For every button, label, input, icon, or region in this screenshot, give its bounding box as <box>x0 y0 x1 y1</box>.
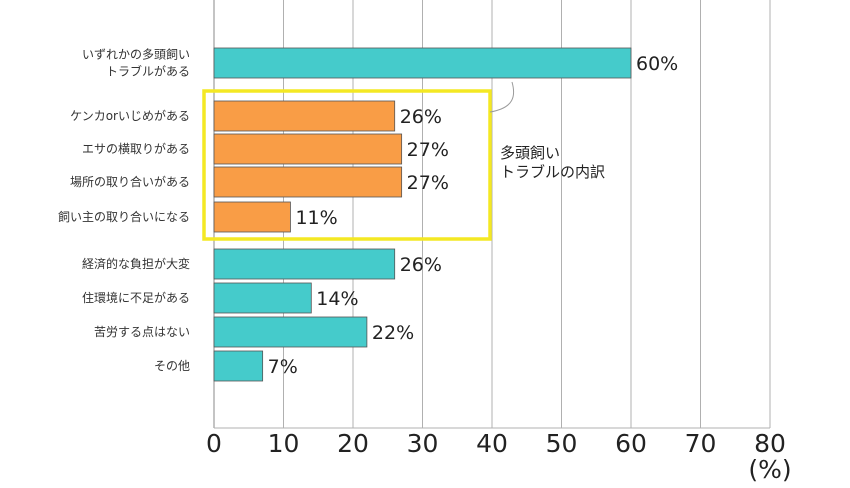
data-label: 11% <box>295 207 337 229</box>
bar <box>213 166 403 198</box>
x-tick-label: 20 <box>337 429 369 458</box>
data-label: 7% <box>268 356 298 378</box>
data-label: 27% <box>407 139 449 161</box>
bar <box>213 47 632 79</box>
data-label: 60% <box>636 53 678 75</box>
data-label: 27% <box>407 172 449 194</box>
x-tick-label: 50 <box>546 429 578 458</box>
x-unit-label: (%) <box>748 455 791 484</box>
x-tick-label: 40 <box>476 429 508 458</box>
category-label: 苦労する点はない <box>94 325 190 339</box>
bar <box>213 248 396 280</box>
annotation-connector <box>489 81 515 113</box>
category-label: トラブルがある <box>106 64 190 79</box>
category-label: エサの横取りがある <box>82 141 190 156</box>
highlight-box <box>202 89 492 241</box>
category-label: 飼い主の取り合いになる <box>58 209 190 224</box>
x-tick-label: 0 <box>206 429 222 458</box>
bar <box>213 350 264 382</box>
category-label: 経済的な負担が大変 <box>82 256 190 271</box>
data-label: 22% <box>372 322 414 344</box>
bar <box>213 282 312 314</box>
category-label: その他 <box>154 359 190 373</box>
category-label: いずれかの多頭飼い <box>82 47 190 62</box>
data-label: 14% <box>316 288 358 310</box>
x-tick-label: 30 <box>407 429 439 458</box>
bar <box>213 133 403 165</box>
bar <box>213 316 368 348</box>
annotation-label: 多頭飼い <box>500 144 560 162</box>
annotation-label: トラブルの内訳 <box>500 163 605 181</box>
category-label: 住環境に不足がある <box>82 290 190 305</box>
category-label: 場所の取り合いがある <box>70 174 190 189</box>
x-tick-label: 10 <box>268 429 300 458</box>
bar <box>213 100 396 132</box>
x-tick-label: 60 <box>615 429 647 458</box>
category-label: ケンカorいじめがある <box>70 108 190 123</box>
data-label: 26% <box>400 106 442 128</box>
bar <box>213 201 291 233</box>
x-tick-label: 80 <box>754 429 786 458</box>
x-tick-label: 70 <box>685 429 717 458</box>
data-label: 26% <box>400 254 442 276</box>
